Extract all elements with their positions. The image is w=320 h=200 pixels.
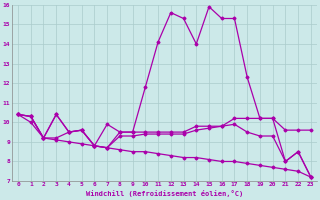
X-axis label: Windchill (Refroidissement éolien,°C): Windchill (Refroidissement éolien,°C) (86, 190, 243, 197)
